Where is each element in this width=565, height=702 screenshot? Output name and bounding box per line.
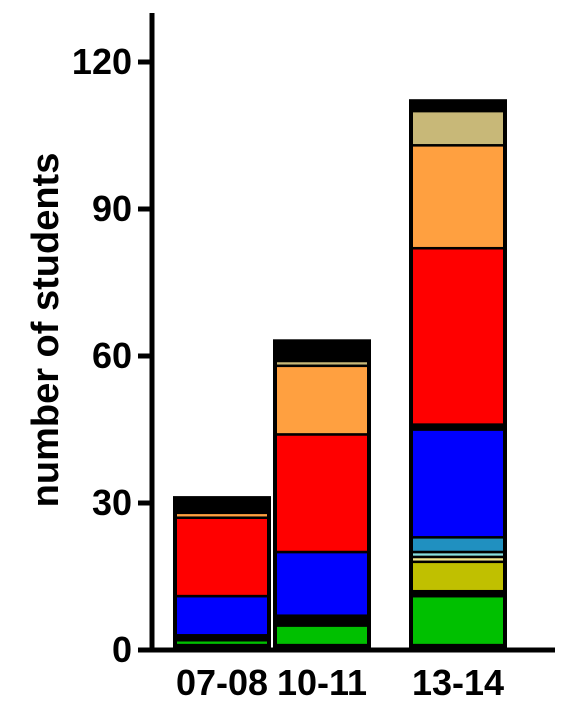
x-tick-label: 13-14 (412, 662, 504, 702)
bar-segment (173, 516, 271, 598)
bar-segment (409, 246, 507, 426)
bar-segment (173, 594, 271, 637)
y-tick-label: 90 (92, 188, 132, 229)
y-axis-label: number of students (25, 153, 67, 508)
bar-segment (409, 144, 507, 250)
x-tick-label: 10-11 (277, 662, 367, 702)
bar-segment (273, 550, 371, 617)
bar-stack-10-11 (273, 339, 371, 652)
bar-stack-07-08 (173, 496, 271, 652)
y-axis: 0 30 60 90 120 (72, 13, 155, 670)
x-tick-label: 07-08 (176, 662, 268, 702)
bar-segment (273, 340, 371, 363)
bar-outline (409, 99, 507, 652)
bar-outline (273, 339, 371, 652)
y-tick-label: 60 (92, 335, 132, 376)
bars (173, 99, 507, 652)
bar-segment (409, 536, 507, 554)
y-tick-label: 0 (112, 629, 132, 670)
bar-segment (409, 109, 507, 147)
x-tick-labels: 07-08 10-11 13-14 (176, 662, 504, 702)
bar-segment (273, 433, 371, 554)
y-tick-label: 120 (72, 41, 132, 82)
bar-segment (409, 428, 507, 539)
bar-segment (409, 560, 507, 593)
bar-segment (273, 624, 371, 647)
y-tick-label: 30 (92, 482, 132, 523)
bar-stack-13-14 (409, 99, 507, 652)
bar-segment (273, 364, 371, 436)
bar-outline (173, 496, 271, 652)
y-ticks: 0 30 60 90 120 (72, 41, 152, 670)
bar-segment (409, 594, 507, 647)
